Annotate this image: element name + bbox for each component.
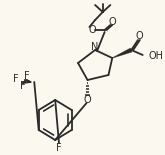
Text: OH: OH	[148, 51, 163, 61]
Text: F: F	[56, 143, 62, 153]
Polygon shape	[112, 48, 132, 58]
Text: F: F	[24, 71, 29, 81]
Text: O: O	[84, 95, 91, 105]
Text: O: O	[88, 25, 96, 35]
Text: N: N	[91, 42, 99, 52]
Text: F: F	[20, 81, 26, 91]
Text: O: O	[108, 17, 116, 27]
Text: C: C	[107, 31, 108, 33]
Text: F: F	[13, 74, 19, 84]
Text: O: O	[135, 31, 143, 41]
